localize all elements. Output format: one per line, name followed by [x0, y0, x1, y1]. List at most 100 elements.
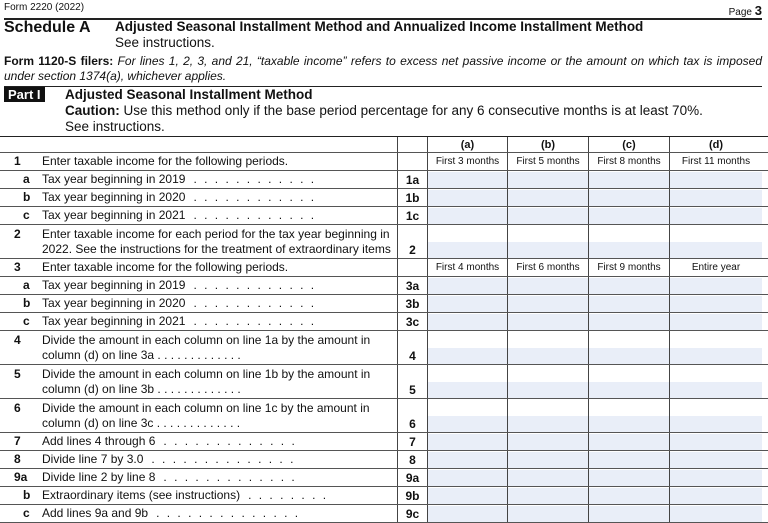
line-content: Tax year beginning in 2019 . . . . . . . …: [42, 278, 391, 293]
amount-field-1a-b[interactable]: [508, 171, 589, 188]
amount-field-1b-b[interactable]: [508, 189, 589, 206]
amount-field-3c-d[interactable]: [670, 313, 762, 330]
line-text: Extraordinary items (see instructions): [42, 488, 241, 502]
line-description: 6 Divide the amount in each column on lin…: [0, 399, 397, 432]
amount-field-3a-b[interactable]: [508, 277, 589, 294]
amount-field-4-c[interactable]: [589, 331, 670, 364]
line-box-label: 3c: [397, 313, 428, 330]
amount-field-9a-d[interactable]: [670, 469, 762, 486]
leader-dots: . . . . . . . . . . . . . .: [151, 452, 296, 466]
amount-field-9b-b[interactable]: [508, 487, 589, 504]
leader-dots: . . . . . . . .: [248, 488, 329, 502]
amount-field-1a-c[interactable]: [589, 171, 670, 188]
amount-field-1a-a[interactable]: [428, 171, 508, 188]
amount-field-6-d[interactable]: [670, 399, 762, 432]
form-id: Form 2220 (2022): [4, 2, 85, 13]
amount-field-3b-c[interactable]: [589, 295, 670, 312]
line-text: Enter taxable income for the following p…: [42, 260, 289, 274]
line-text: Tax year beginning in 2021: [42, 208, 186, 222]
line-row-3a: a Tax year beginning in 2019 . . . . . . .…: [0, 277, 768, 295]
amount-field-6-a[interactable]: [428, 399, 508, 432]
amount-field-3c-b[interactable]: [508, 313, 589, 330]
line-row-5: 5 Divide the amount in each column on lin…: [0, 365, 768, 399]
amount-field-1b-a[interactable]: [428, 189, 508, 206]
part-heading: Adjusted Seasonal Installment Method Cau…: [65, 87, 703, 134]
amount-field-9b-a[interactable]: [428, 487, 508, 504]
line-text: Tax year beginning in 2019: [42, 172, 186, 186]
amount-field-1b-d[interactable]: [670, 189, 762, 206]
line-description: 4 Divide the amount in each column on lin…: [0, 331, 397, 364]
amount-field-9b-d[interactable]: [670, 487, 762, 504]
amount-field-2-d[interactable]: [670, 225, 762, 258]
amount-field-3a-a[interactable]: [428, 277, 508, 294]
amount-field-4-d[interactable]: [670, 331, 762, 364]
amount-field-8-b[interactable]: [508, 451, 589, 468]
amount-field-3c-c[interactable]: [589, 313, 670, 330]
amount-field-2-c[interactable]: [589, 225, 670, 258]
line-box-label: 1c: [397, 207, 428, 224]
amount-field-9a-a[interactable]: [428, 469, 508, 486]
line-row-1a: a Tax year beginning in 2019 . . . . . . .…: [0, 171, 768, 189]
amount-field-7-b[interactable]: [508, 433, 589, 450]
amount-field-9c-d[interactable]: [670, 505, 762, 522]
amount-field-6-c[interactable]: [589, 399, 670, 432]
line-number: 6: [14, 401, 21, 415]
amount-field-9a-c[interactable]: [589, 469, 670, 486]
amount-field-3b-a[interactable]: [428, 295, 508, 312]
line-number: c: [23, 314, 30, 328]
line-number: b: [23, 296, 31, 310]
line-number: b: [23, 190, 31, 204]
line-box-label: 3b: [397, 295, 428, 312]
amount-field-3a-c[interactable]: [589, 277, 670, 294]
period-header: First 8 months: [589, 153, 670, 170]
amount-field-5-b[interactable]: [508, 365, 589, 398]
amount-field-7-c[interactable]: [589, 433, 670, 450]
amount-field-2-a[interactable]: [428, 225, 508, 258]
line-text: Enter taxable income for each period for…: [42, 227, 391, 256]
schedule-title: Adjusted Seasonal Installment Method and…: [115, 19, 644, 50]
amount-field-1c-a[interactable]: [428, 207, 508, 224]
amount-field-1a-d[interactable]: [670, 171, 762, 188]
amount-field-8-d[interactable]: [670, 451, 762, 468]
line-content: Enter taxable income for the following p…: [42, 260, 391, 275]
amount-field-2-b[interactable]: [508, 225, 589, 258]
leader-dots: . . . . . . . . . . . .: [193, 208, 317, 222]
leader-dots: . . . . . . . . . . . .: [193, 296, 317, 310]
amount-field-1b-c[interactable]: [589, 189, 670, 206]
amount-field-9a-b[interactable]: [508, 469, 589, 486]
amount-field-7-a[interactable]: [428, 433, 508, 450]
period-header: First 9 months: [589, 259, 670, 276]
amount-field-1c-d[interactable]: [670, 207, 762, 224]
amount-field-9c-c[interactable]: [589, 505, 670, 522]
line-box-label: 9c: [397, 505, 428, 522]
line-number: 1: [14, 154, 21, 168]
amount-field-1c-c[interactable]: [589, 207, 670, 224]
amount-field-4-b[interactable]: [508, 331, 589, 364]
amount-field-5-c[interactable]: [589, 365, 670, 398]
amount-field-3b-d[interactable]: [670, 295, 762, 312]
amount-field-7-d[interactable]: [670, 433, 762, 450]
line-box-label: 3a: [397, 277, 428, 294]
amount-field-8-c[interactable]: [589, 451, 670, 468]
amount-field-1c-b[interactable]: [508, 207, 589, 224]
column-header: (b): [508, 137, 589, 152]
amount-field-5-a[interactable]: [428, 365, 508, 398]
amount-field-9c-a[interactable]: [428, 505, 508, 522]
line-content: Add lines 9a and 9b . . . . . . . . . . .…: [42, 506, 391, 521]
amount-field-9c-b[interactable]: [508, 505, 589, 522]
amount-field-3b-b[interactable]: [508, 295, 589, 312]
amount-field-8-a[interactable]: [428, 451, 508, 468]
leader-dots: . . . . . . . . . . . .: [193, 190, 317, 204]
amount-field-3a-d[interactable]: [670, 277, 762, 294]
part-label: Part I: [4, 87, 45, 102]
amount-field-4-a[interactable]: [428, 331, 508, 364]
amount-field-6-b[interactable]: [508, 399, 589, 432]
line-content: Add lines 4 through 6 . . . . . . . . . .…: [42, 434, 391, 449]
line-number: a: [23, 172, 30, 186]
line-row-3c: c Tax year beginning in 2021 . . . . . . .…: [0, 313, 768, 331]
line-description: c Tax year beginning in 2021 . . . . . . .…: [0, 207, 397, 224]
amount-field-9b-c[interactable]: [589, 487, 670, 504]
amount-field-3c-a[interactable]: [428, 313, 508, 330]
amount-field-5-d[interactable]: [670, 365, 762, 398]
line-text: Tax year beginning in 2020: [42, 190, 186, 204]
